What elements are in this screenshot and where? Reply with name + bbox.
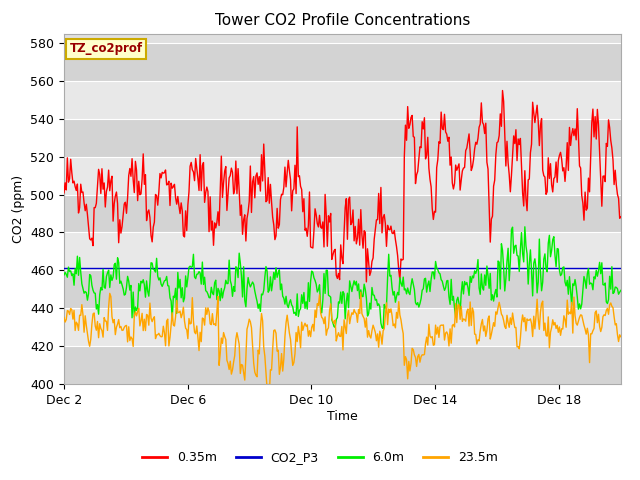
Bar xyxy=(64,232,621,270)
Title: Tower CO2 Profile Concentrations: Tower CO2 Profile Concentrations xyxy=(214,13,470,28)
X-axis label: Time: Time xyxy=(327,409,358,422)
Bar xyxy=(64,119,621,156)
Bar xyxy=(64,156,621,194)
Y-axis label: CO2 (ppm): CO2 (ppm) xyxy=(12,175,25,243)
Text: TZ_co2prof: TZ_co2prof xyxy=(70,42,143,55)
Bar xyxy=(64,194,621,232)
Bar xyxy=(64,346,621,384)
Bar xyxy=(64,270,621,308)
Bar xyxy=(64,308,621,346)
Bar xyxy=(64,81,621,119)
Legend: 0.35m, CO2_P3, 6.0m, 23.5m: 0.35m, CO2_P3, 6.0m, 23.5m xyxy=(137,446,503,469)
Bar xyxy=(64,43,621,81)
